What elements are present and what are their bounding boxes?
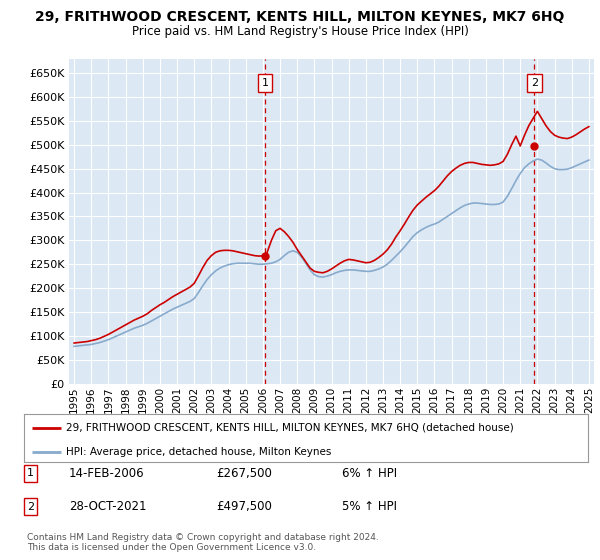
Text: £267,500: £267,500 <box>216 466 272 480</box>
Text: Contains HM Land Registry data © Crown copyright and database right 2024.: Contains HM Land Registry data © Crown c… <box>27 533 379 542</box>
Text: HPI: Average price, detached house, Milton Keynes: HPI: Average price, detached house, Milt… <box>66 446 332 456</box>
Text: 29, FRITHWOOD CRESCENT, KENTS HILL, MILTON KEYNES, MK7 6HQ: 29, FRITHWOOD CRESCENT, KENTS HILL, MILT… <box>35 10 565 24</box>
Text: Price paid vs. HM Land Registry's House Price Index (HPI): Price paid vs. HM Land Registry's House … <box>131 25 469 38</box>
Text: 1: 1 <box>262 78 268 88</box>
Text: 28-OCT-2021: 28-OCT-2021 <box>69 500 146 514</box>
Text: 2: 2 <box>27 502 34 512</box>
Text: This data is licensed under the Open Government Licence v3.0.: This data is licensed under the Open Gov… <box>27 543 316 552</box>
Text: 2: 2 <box>531 78 538 88</box>
Text: 5% ↑ HPI: 5% ↑ HPI <box>342 500 397 514</box>
Text: 6% ↑ HPI: 6% ↑ HPI <box>342 466 397 480</box>
Text: 1: 1 <box>27 468 34 478</box>
Text: £497,500: £497,500 <box>216 500 272 514</box>
Text: 14-FEB-2006: 14-FEB-2006 <box>69 466 145 480</box>
Text: 29, FRITHWOOD CRESCENT, KENTS HILL, MILTON KEYNES, MK7 6HQ (detached house): 29, FRITHWOOD CRESCENT, KENTS HILL, MILT… <box>66 423 514 433</box>
